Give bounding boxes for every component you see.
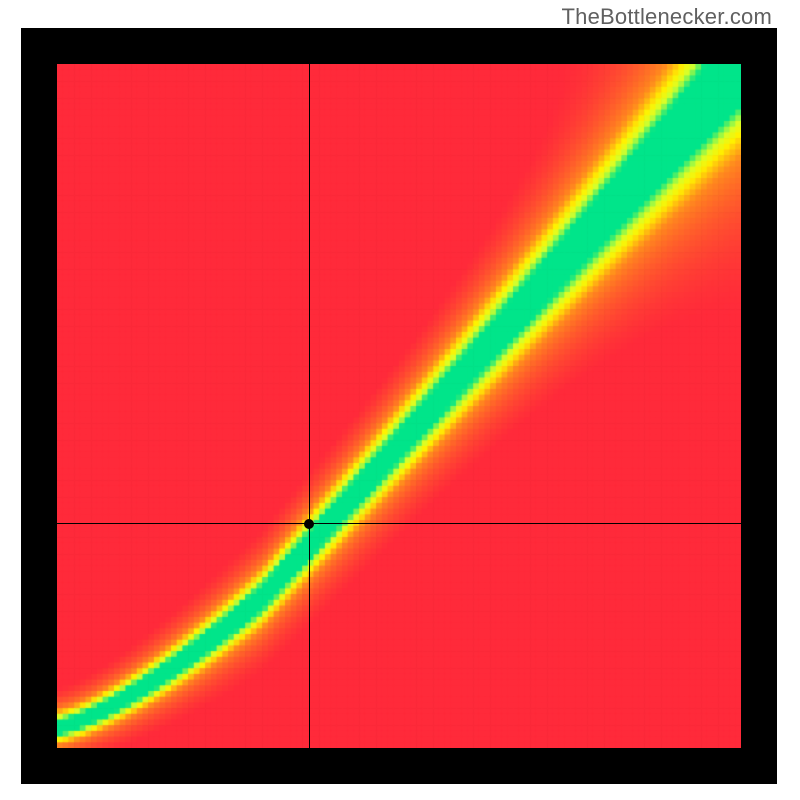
heatmap-canvas [57, 64, 741, 748]
watermark-text: TheBottlenecker.com [562, 4, 772, 30]
heatmap-frame [57, 64, 741, 748]
crosshair-horizontal [57, 523, 741, 524]
crosshair-vertical [309, 64, 310, 748]
root-container: TheBottlenecker.com [0, 0, 800, 800]
